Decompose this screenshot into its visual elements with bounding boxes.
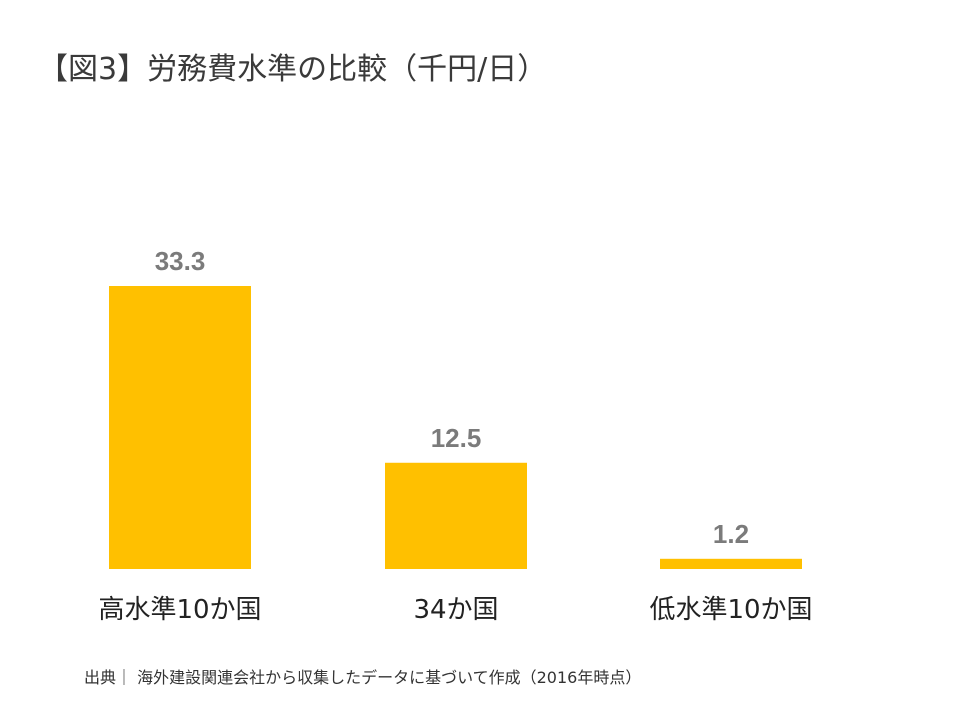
- category-label-1: 高水準10か国: [98, 595, 261, 625]
- value-label-3: 1.2: [713, 519, 749, 549]
- value-label-2: 12.5: [431, 423, 482, 453]
- source-note: 出典｜ 海外建設関連会社から収集したデータに基づいて作成（2016年時点）: [84, 668, 642, 687]
- bar-1: [109, 286, 251, 569]
- bar-2: [385, 462, 527, 569]
- bar-3: [660, 558, 802, 569]
- category-label-2: 34か国: [413, 595, 498, 625]
- chart-title: 【図3】労務費水準の比較（千円/日）: [38, 52, 548, 87]
- value-label-1: 33.3: [155, 246, 206, 276]
- category-label-3: 低水準10か国: [649, 595, 812, 625]
